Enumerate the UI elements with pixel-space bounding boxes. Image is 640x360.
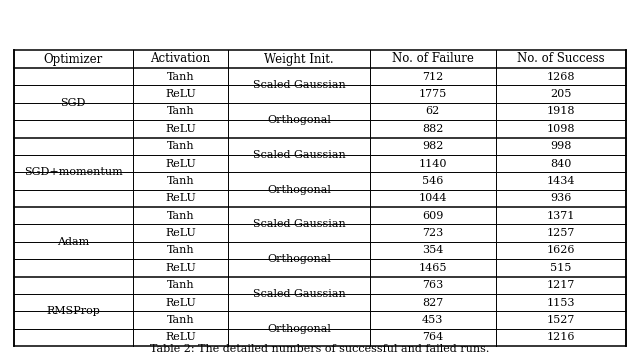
Text: 840: 840 — [550, 158, 572, 168]
Text: 515: 515 — [550, 263, 572, 273]
Text: 1216: 1216 — [547, 332, 575, 342]
Text: 982: 982 — [422, 141, 444, 151]
Text: SGD: SGD — [61, 98, 86, 108]
Text: RMSProp: RMSProp — [46, 306, 100, 316]
Text: 998: 998 — [550, 141, 572, 151]
Text: Orthogonal: Orthogonal — [267, 254, 331, 264]
Text: 723: 723 — [422, 228, 444, 238]
Text: 712: 712 — [422, 72, 444, 82]
Text: 546: 546 — [422, 176, 444, 186]
Text: 1527: 1527 — [547, 315, 575, 325]
Text: Adam: Adam — [57, 237, 90, 247]
Text: 1268: 1268 — [547, 72, 575, 82]
Text: Weight Init.: Weight Init. — [264, 53, 334, 66]
Text: 1775: 1775 — [419, 89, 447, 99]
Text: ReLU: ReLU — [165, 158, 196, 168]
Text: Tanh: Tanh — [166, 141, 194, 151]
Text: 1626: 1626 — [547, 246, 575, 256]
Text: 1465: 1465 — [419, 263, 447, 273]
Text: 1371: 1371 — [547, 211, 575, 221]
Text: 1140: 1140 — [419, 158, 447, 168]
Text: Activation: Activation — [150, 53, 211, 66]
Text: Optimizer: Optimizer — [44, 53, 103, 66]
Text: 453: 453 — [422, 315, 444, 325]
Text: 1153: 1153 — [547, 298, 575, 307]
Text: Tanh: Tanh — [166, 107, 194, 116]
Text: Tanh: Tanh — [166, 72, 194, 82]
Text: ReLU: ReLU — [165, 263, 196, 273]
Text: Tanh: Tanh — [166, 176, 194, 186]
Text: Tanh: Tanh — [166, 315, 194, 325]
Text: 62: 62 — [426, 107, 440, 116]
Text: 827: 827 — [422, 298, 444, 307]
Text: ReLU: ReLU — [165, 89, 196, 99]
Text: ReLU: ReLU — [165, 332, 196, 342]
Text: ReLU: ReLU — [165, 124, 196, 134]
Text: ReLU: ReLU — [165, 228, 196, 238]
Text: Tanh: Tanh — [166, 211, 194, 221]
Text: Scaled Gaussian: Scaled Gaussian — [253, 80, 346, 90]
Text: Orthogonal: Orthogonal — [267, 324, 331, 334]
Text: ReLU: ReLU — [165, 298, 196, 307]
Text: 763: 763 — [422, 280, 444, 290]
Text: 764: 764 — [422, 332, 444, 342]
Text: 354: 354 — [422, 246, 444, 256]
Text: 609: 609 — [422, 211, 444, 221]
Text: 936: 936 — [550, 193, 572, 203]
Text: No. of Success: No. of Success — [517, 53, 605, 66]
Text: Tanh: Tanh — [166, 246, 194, 256]
Text: Table 2: The detailed numbers of successful and failed runs.: Table 2: The detailed numbers of success… — [150, 344, 490, 354]
Text: No. of Failure: No. of Failure — [392, 53, 474, 66]
Text: ReLU: ReLU — [165, 193, 196, 203]
Text: Orthogonal: Orthogonal — [267, 115, 331, 125]
Text: 1434: 1434 — [547, 176, 575, 186]
Text: 205: 205 — [550, 89, 572, 99]
Text: 1918: 1918 — [547, 107, 575, 116]
Text: 1257: 1257 — [547, 228, 575, 238]
Text: SGD+momentum: SGD+momentum — [24, 167, 123, 177]
Text: Tanh: Tanh — [166, 280, 194, 290]
Text: 1044: 1044 — [419, 193, 447, 203]
Text: 1098: 1098 — [547, 124, 575, 134]
Text: 1217: 1217 — [547, 280, 575, 290]
Text: Scaled Gaussian: Scaled Gaussian — [253, 150, 346, 160]
Text: 882: 882 — [422, 124, 444, 134]
Text: Orthogonal: Orthogonal — [267, 185, 331, 195]
Text: Scaled Gaussian: Scaled Gaussian — [253, 219, 346, 229]
Text: Scaled Gaussian: Scaled Gaussian — [253, 289, 346, 299]
